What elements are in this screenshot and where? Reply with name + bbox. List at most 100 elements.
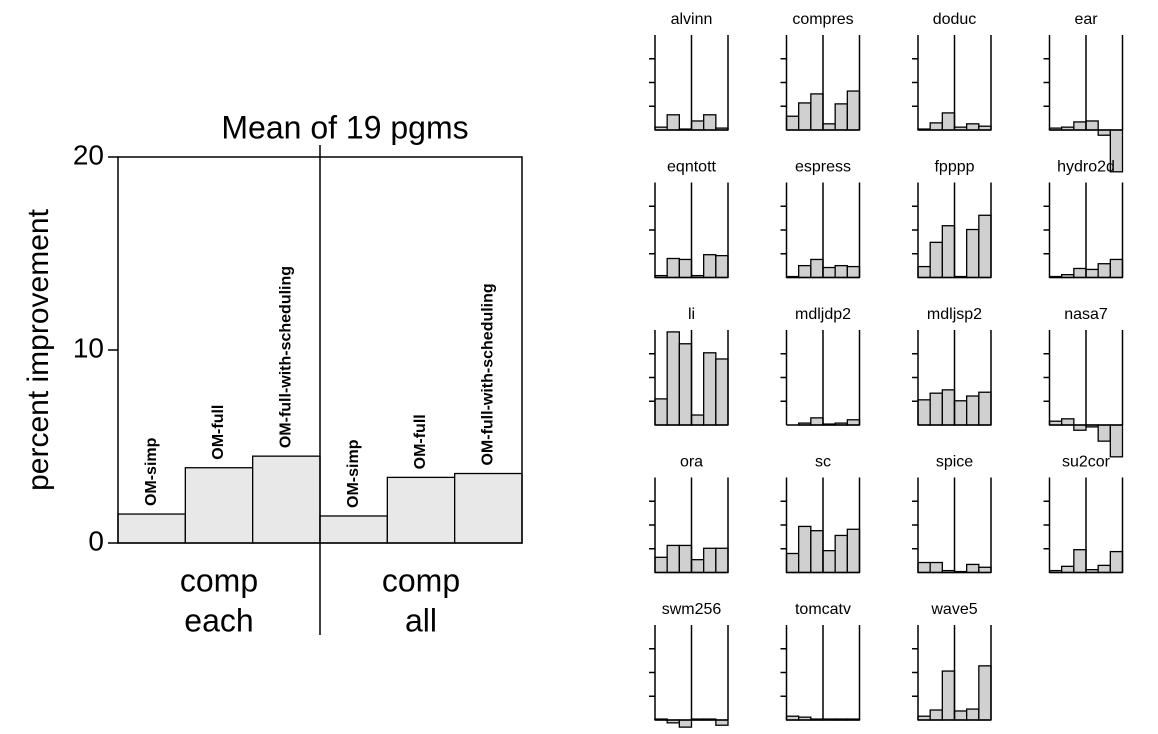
bar xyxy=(690,559,705,574)
bar xyxy=(715,547,729,574)
bar xyxy=(846,90,861,131)
bar-label: OM-full-with-scheduling xyxy=(480,283,497,465)
bar xyxy=(690,120,705,131)
bar xyxy=(319,515,388,544)
bar xyxy=(715,254,729,279)
bar xyxy=(846,265,861,279)
bar xyxy=(654,556,668,574)
bar xyxy=(654,398,668,426)
bar xyxy=(953,400,968,426)
bar xyxy=(929,709,943,721)
bar xyxy=(941,112,956,131)
panel-title: tomcatv xyxy=(795,601,851,618)
bar xyxy=(117,513,186,544)
bar xyxy=(678,544,693,574)
panel-title: spice xyxy=(936,454,973,471)
bar xyxy=(666,257,680,279)
bar xyxy=(666,331,680,426)
bar xyxy=(810,93,824,131)
bar-label: OM-full-with-scheduling xyxy=(278,266,295,448)
bar xyxy=(966,708,980,721)
bar xyxy=(690,414,705,426)
panel-title: sc xyxy=(815,454,831,471)
panel-title: eqntott xyxy=(667,159,716,176)
bar xyxy=(798,102,812,131)
bar xyxy=(929,241,943,279)
bar xyxy=(822,550,836,574)
panel-title: ora xyxy=(680,454,703,471)
group-label: comp xyxy=(382,562,460,598)
bar xyxy=(1073,549,1087,574)
bar-label: OM-simp xyxy=(345,439,362,508)
bar xyxy=(810,258,824,279)
bar xyxy=(715,719,729,726)
bar xyxy=(953,710,968,721)
bar xyxy=(941,225,956,279)
bar xyxy=(678,343,693,426)
bar xyxy=(929,561,943,574)
bar xyxy=(666,114,680,131)
bar xyxy=(978,391,992,426)
bar xyxy=(1109,258,1124,279)
bar xyxy=(666,544,680,574)
bar xyxy=(678,258,693,279)
panel-title: nasa7 xyxy=(1064,306,1108,323)
bar xyxy=(917,399,931,426)
bar xyxy=(715,358,729,426)
y-tick-label: 0 xyxy=(88,525,104,556)
bar xyxy=(1085,268,1099,279)
bar xyxy=(822,266,836,279)
bar-label: OM-simp xyxy=(143,437,160,506)
bar xyxy=(184,467,254,544)
bar xyxy=(810,530,824,574)
bar xyxy=(1085,120,1099,131)
panel-title: li xyxy=(688,306,695,323)
bar xyxy=(966,395,980,426)
group-label: all xyxy=(405,602,437,638)
bar xyxy=(810,417,824,426)
bar xyxy=(1061,418,1075,426)
bar xyxy=(1073,121,1087,131)
bar xyxy=(1097,129,1111,136)
bar xyxy=(917,561,931,574)
panel-title: wave5 xyxy=(930,601,977,618)
bar xyxy=(1073,424,1087,431)
bar xyxy=(966,123,980,131)
bar xyxy=(966,563,980,574)
bar xyxy=(785,115,800,131)
bar xyxy=(785,552,800,574)
chart-title: Mean of 19 pgms xyxy=(221,109,468,145)
bar xyxy=(703,547,717,574)
panel-title: doduc xyxy=(933,11,977,28)
panel-title: alvinn xyxy=(671,11,713,28)
panel-title: compres xyxy=(792,11,853,28)
panel-title: fpppp xyxy=(934,159,974,176)
bar xyxy=(834,264,848,279)
panel-title: su2cor xyxy=(1062,454,1111,471)
bar xyxy=(678,719,693,728)
bar xyxy=(798,264,812,279)
bar xyxy=(846,528,861,574)
bar xyxy=(1109,550,1124,574)
bar xyxy=(941,670,956,721)
bar xyxy=(846,419,861,426)
bar xyxy=(386,476,456,544)
panel-title: ear xyxy=(1074,11,1098,28)
panel-title: mdljsp2 xyxy=(927,306,982,323)
bar xyxy=(941,389,956,426)
bar xyxy=(454,472,523,544)
bar xyxy=(1109,424,1124,458)
bar xyxy=(822,123,836,131)
bar xyxy=(978,214,992,279)
bar-label: OM-full xyxy=(412,414,429,469)
y-tick-label: 20 xyxy=(73,139,104,170)
panel-title: hydro2d xyxy=(1057,159,1115,176)
bar xyxy=(834,103,848,131)
bar xyxy=(966,228,980,279)
bar xyxy=(1061,565,1075,574)
bar xyxy=(1097,263,1111,279)
panel-title: espress xyxy=(795,159,851,176)
group-label: comp xyxy=(180,562,258,598)
bar xyxy=(929,122,943,131)
